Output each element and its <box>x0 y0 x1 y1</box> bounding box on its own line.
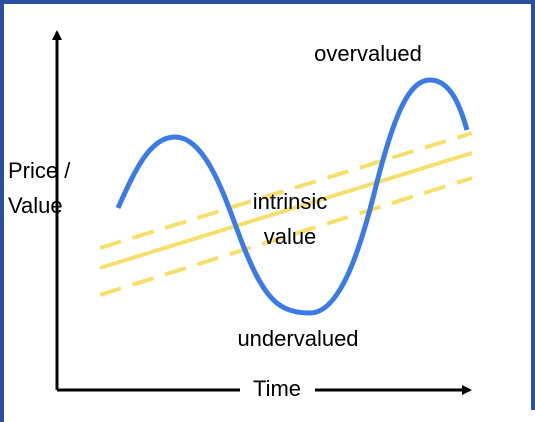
lower-band <box>99 176 473 297</box>
intrinsic-value-line <box>99 151 473 270</box>
x-axis-label: Time <box>253 376 301 401</box>
price-curve <box>115 77 470 316</box>
upper-band <box>99 131 473 250</box>
intrinsic-label: value <box>264 224 317 249</box>
y-axis-label: Value <box>8 193 63 218</box>
y-axis-label: Price / <box>8 158 71 183</box>
undervalued-label: undervalued <box>237 326 358 351</box>
overvalued-label: overvalued <box>314 41 422 66</box>
intrinsic-label: intrinsic <box>253 189 328 214</box>
